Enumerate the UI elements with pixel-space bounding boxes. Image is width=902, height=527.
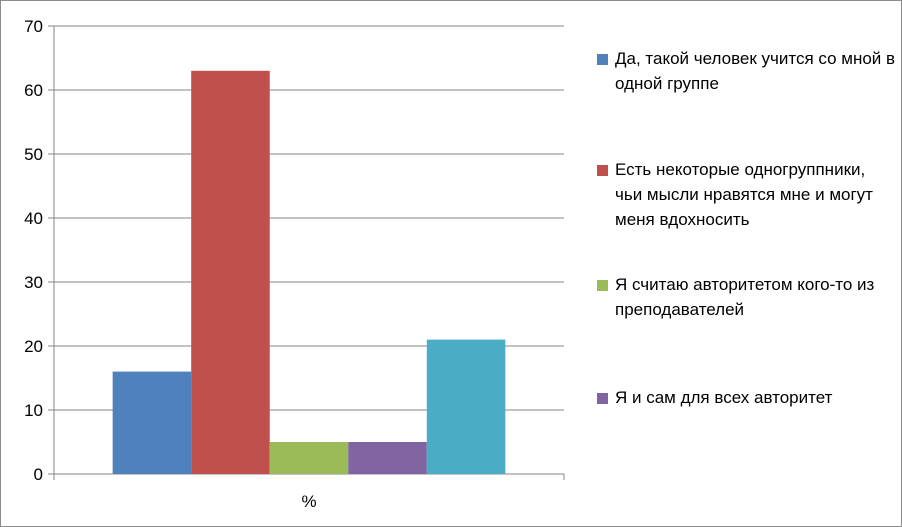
y-tick-label: 40 <box>24 209 43 228</box>
legend-label-3: Я считаю авторитетом кого-то из преподав… <box>615 275 875 319</box>
y-tick-label: 10 <box>24 401 43 420</box>
legend-label-4: Я и сам для всех авторитет <box>615 388 833 407</box>
bar-series-4 <box>348 442 427 474</box>
bar-series-5 <box>426 339 506 474</box>
y-tick-label: 0 <box>34 465 43 484</box>
y-tick-label: 70 <box>24 17 43 36</box>
bar-series-1 <box>112 371 192 474</box>
legend-swatch-4 <box>597 393 608 404</box>
legend-item-2: Есть некоторые одногруппники, чьи мысли … <box>597 157 897 232</box>
legend-item-4: Я и сам для всех авторитет <box>597 385 897 410</box>
y-tick-label: 60 <box>24 81 43 100</box>
legend-swatch-1 <box>597 54 608 65</box>
bar-series-2 <box>191 70 270 475</box>
y-tick-label: 50 <box>24 145 43 164</box>
legend-item-3: Я считаю авторитетом кого-то из преподав… <box>597 272 897 322</box>
bar-series-3 <box>269 442 349 474</box>
y-tick-label: 20 <box>24 337 43 356</box>
legend: Да, такой человек учится со мной в одной… <box>597 1 897 526</box>
legend-swatch-2 <box>597 165 608 176</box>
legend-item-1: Да, такой человек учится со мной в одной… <box>597 46 897 96</box>
legend-swatch-3 <box>597 280 608 291</box>
x-category-label: % <box>301 492 316 511</box>
legend-label-2: Есть некоторые одногруппники, чьи мысли … <box>615 160 873 229</box>
y-tick-label: 30 <box>24 273 43 292</box>
legend-label-1: Да, такой человек учится со мной в одной… <box>615 49 896 93</box>
